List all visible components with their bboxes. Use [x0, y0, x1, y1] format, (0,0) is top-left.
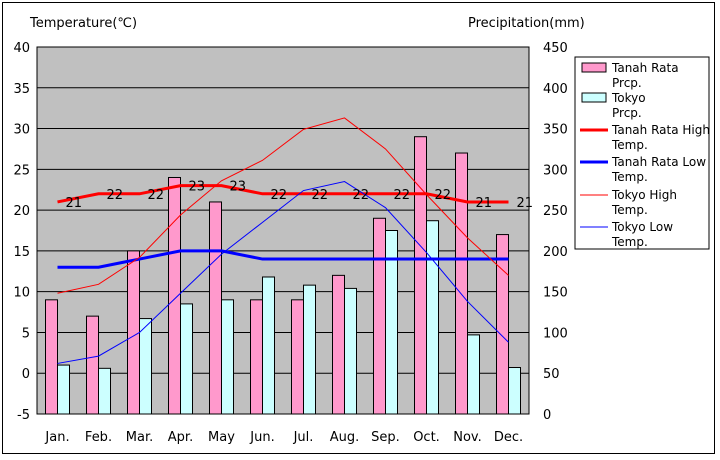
line-tanah-rata-high-temp [57, 184, 509, 204]
left-tick-label: 20 [13, 204, 30, 219]
data-label: 22 [148, 188, 165, 203]
legend-box [574, 56, 710, 250]
bar-tanah-rata-prcp [373, 217, 386, 415]
line-tokyo-high-temp [57, 117, 509, 294]
left-tick-label: 5 [22, 326, 30, 341]
right-tick-label: 150 [543, 286, 568, 301]
right-tick-label: 300 [543, 163, 568, 178]
x-tick-label: Sep. [371, 430, 400, 445]
data-labels: 21 22 22 23 23 22 22 22 22 22 21 21 [66, 180, 534, 211]
bar-tanah-rata-prcp [455, 152, 468, 415]
right-tick-label: 200 [543, 245, 568, 260]
left-axis-ticks: 40 35 30 25 20 15 10 5 0 -5 [13, 41, 30, 423]
x-tick-label: Jul. [293, 430, 314, 445]
bar-tokyo-prcp [262, 276, 275, 415]
x-tick-label: Mar. [126, 430, 153, 445]
bar-tanah-rata-prcp [291, 299, 304, 415]
data-label: 22 [312, 188, 329, 203]
data-label: 23 [189, 180, 206, 195]
x-tick-label: Nov. [453, 430, 482, 445]
bar-tanah-rata-prcp [209, 201, 222, 415]
x-axis-ticks: Jan. Feb. Mar. Apr. May Jun. Jul. Aug. Sep. Oct. N… [44, 430, 523, 445]
left-tick-label: 40 [13, 41, 30, 56]
right-axis-label: Precipitation(mm) [468, 16, 585, 31]
figure-border [2, 2, 715, 454]
bar-tokyo-prcp [467, 334, 480, 415]
bar-tanah-rata-prcp [496, 234, 509, 415]
legend-swatch [581, 62, 607, 73]
left-tick-label: 35 [13, 82, 30, 97]
legend-swatch [581, 92, 607, 103]
legend-label: Tanah Rata High Temp. [611, 123, 710, 152]
bar-tanah-rata-prcp [414, 136, 427, 415]
left-axis-label: Temperature(℃) [29, 16, 137, 31]
bar-tanah-rata-prcp [45, 299, 58, 415]
bar-tokyo-prcp [57, 364, 70, 415]
x-tick-label: Dec. [494, 430, 523, 445]
left-tick-label: 30 [13, 123, 30, 138]
data-label: 23 [230, 180, 247, 195]
data-label: 22 [435, 188, 452, 203]
x-tick-label: May [208, 430, 235, 445]
right-tick-label: 250 [543, 204, 568, 219]
data-label: 21 [476, 196, 493, 211]
bar-tokyo-prcp [180, 303, 193, 415]
temperature-lines [57, 117, 509, 364]
right-axis-ticks: 450 400 350 300 250 200 150 100 50 0 [543, 41, 568, 423]
left-tick-label: 10 [13, 286, 30, 301]
data-label: 22 [271, 188, 288, 203]
data-label: 21 [517, 196, 534, 211]
right-tick-label: 350 [543, 123, 568, 138]
right-tick-label: 0 [543, 408, 551, 423]
x-tick-label: Jun. [249, 430, 274, 445]
x-tick-label: Aug. [330, 430, 360, 445]
x-tick-label: Jan. [44, 430, 69, 445]
bar-tanah-rata-prcp [332, 274, 345, 415]
bar-tokyo-prcp [139, 318, 152, 415]
bar-tokyo-prcp [426, 220, 439, 415]
legend-label: Tanah Rata Low Temp. [611, 155, 706, 184]
x-tick-label: Feb. [85, 430, 112, 445]
left-tick-label: -5 [17, 408, 30, 423]
bar-tokyo-prcp [508, 367, 521, 415]
precipitation-bars [45, 136, 521, 415]
bar-tanah-rata-prcp [250, 299, 263, 415]
plot-area [36, 46, 530, 415]
legend: Tanah Rata Prcp.Tokyo Prcp. Tanah Rata High… [574, 56, 710, 250]
right-tick-label: 100 [543, 326, 568, 341]
data-label: 22 [394, 188, 411, 203]
legend-label: Tokyo High Temp. [611, 188, 677, 217]
x-tick-label: Oct. [413, 430, 440, 445]
bar-tokyo-prcp [303, 284, 316, 415]
bar-tokyo-prcp [344, 287, 357, 415]
left-tick-label: 15 [13, 245, 30, 260]
bar-tokyo-prcp [221, 299, 234, 415]
bar-tanah-rata-prcp [127, 250, 140, 415]
line-tanah-rata-low-temp [57, 249, 509, 269]
legend-label: Tokyo Low Temp. [611, 220, 673, 249]
gridlines [37, 87, 529, 374]
bar-tanah-rata-prcp [86, 315, 99, 415]
left-tick-label: 25 [13, 163, 30, 178]
bar-tokyo-prcp [385, 230, 398, 415]
data-label: 22 [107, 188, 124, 203]
right-tick-label: 450 [543, 41, 568, 56]
line-tokyo-low-temp [57, 181, 509, 364]
right-tick-label: 50 [543, 367, 560, 382]
bar-tanah-rata-prcp [168, 176, 181, 415]
x-tick-label: Apr. [168, 430, 193, 445]
left-tick-label: 0 [22, 367, 30, 382]
right-tick-label: 400 [543, 82, 568, 97]
legend-label: Tanah Rata Prcp. [611, 61, 679, 90]
data-label: 21 [66, 196, 83, 211]
data-label: 22 [353, 188, 370, 203]
bar-tokyo-prcp [98, 367, 111, 415]
legend-label: Tokyo Prcp. [611, 91, 646, 120]
